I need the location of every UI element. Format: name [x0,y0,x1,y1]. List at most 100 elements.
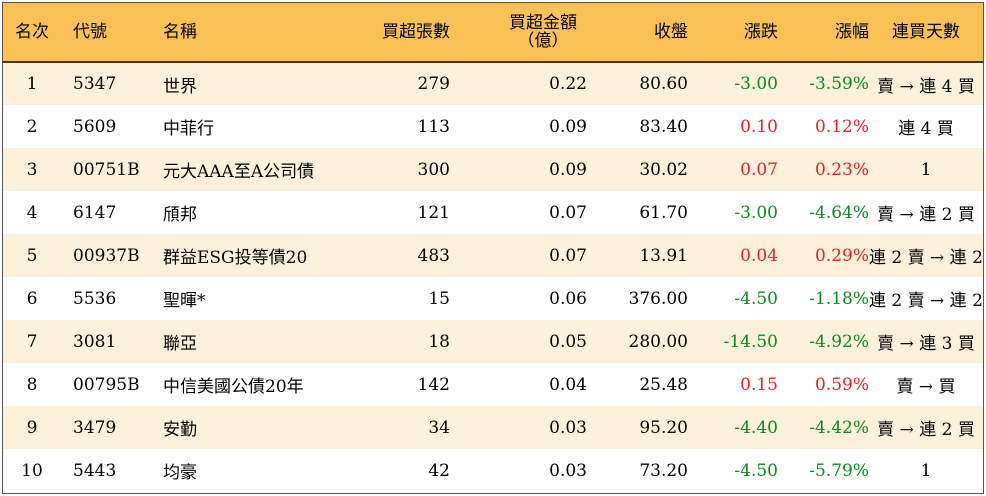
cell-close: 61.70 [639,202,688,223]
cell-streak: 賣 → 買 [896,377,956,397]
table-row[interactable]: 7 3081 聯亞 18 0.05 280.00 -14.50 -4.92% 賣 → 連 3 買 [3,320,983,363]
cell-close: 73.20 [639,460,688,481]
header-change: 漲跌 [688,3,778,63]
cell-rank: 9 [26,417,38,438]
cell-name: 頎邦 [163,205,197,225]
cell-buy-amount: 0.07 [549,202,587,223]
cell-change-pct: -5.79% [809,460,869,481]
cell-buy-lots: 300 [417,159,450,180]
cell-rank: 3 [26,159,38,180]
cell-rank: 10 [21,460,43,481]
cell-streak: 連 4 買 [898,119,954,139]
cell-change-pct: 0.23% [814,159,869,180]
cell-name: 元大AAA至A公司債 [163,162,315,182]
cell-rank: 1 [26,74,38,94]
cell-close: 95.20 [639,417,688,438]
cell-streak: 連 2 賣 → 連 2 買 [869,291,986,311]
cell-buy-amount: 0.09 [549,116,587,137]
cell-change: 0.10 [740,116,778,137]
cell-change-pct: -1.18% [809,288,869,309]
cell-change-pct: 0.12% [814,116,869,137]
cell-change-pct: -4.64% [809,202,869,223]
table-row[interactable]: 10 5443 均豪 42 0.03 73.20 -4.50 -5.79% 1 [3,449,983,492]
cell-code: 3081 [73,331,117,352]
cell-close: 80.60 [639,74,688,94]
header-change-pct: 漲幅 [778,3,869,63]
cell-change: -3.00 [734,202,778,223]
table-row[interactable]: 8 00795B 中信美國公債20年 142 0.04 25.48 0.15 0.59% 賣 →… [3,363,983,406]
cell-streak: 1 [920,159,932,180]
cell-change-pct: -4.42% [809,417,869,438]
cell-change: -4.50 [734,288,778,309]
table-header-row: 名次 代號 名稱 買超張數 買超金額 （億） 收盤 漲跌 漲幅 連買天數 [3,3,983,63]
cell-change: 0.15 [740,374,778,395]
cell-name: 聯亞 [163,334,197,354]
cell-code: 5609 [73,116,117,137]
cell-rank: 5 [26,245,38,266]
table-row[interactable]: 3 00751B 元大AAA至A公司債 300 0.09 30.02 0.07 0.23% 1 [3,148,983,191]
cell-change: -14.50 [723,331,778,352]
cell-change: -4.40 [734,417,778,438]
table-row[interactable]: 1 5347 世界 279 0.22 80.60 -3.00 -3.59% 賣 → 連 4 買 [3,62,983,105]
cell-change-pct: -3.59% [809,74,869,94]
table-row[interactable]: 9 3479 安勤 34 0.03 95.20 -4.40 -4.42% 賣 → 連 2 買 [3,406,983,449]
cell-name: 世界 [163,76,197,97]
cell-buy-lots: 142 [417,374,450,395]
cell-buy-lots: 121 [417,202,450,223]
cell-code: 00937B [73,245,140,266]
header-code: 代號 [61,3,155,63]
header-buy-amount-line1: 買超金額 [509,13,577,33]
cell-buy-lots: 42 [428,460,450,481]
cell-rank: 2 [26,116,38,137]
cell-code: 3479 [73,417,117,438]
table-row[interactable]: 5 00937B 群益ESG投等債20 483 0.07 13.91 0.04 0.29% 連 … [3,234,986,277]
header-rank: 名次 [3,3,61,63]
cell-close: 376.00 [628,288,688,309]
cell-change-pct: 0.29% [814,245,869,266]
table-row[interactable]: 4 6147 頎邦 121 0.07 61.70 -3.00 -4.64% 賣 → 連 2 買 [3,191,983,234]
table-row[interactable]: 6 5536 聖暉* 15 0.06 376.00 -4.50 -1.18% 連 2 賣 → 連… [3,277,986,320]
cell-rank: 4 [26,202,38,223]
cell-streak: 1 [920,460,932,481]
cell-change: 0.04 [740,245,778,266]
cell-name: 聖暉* [163,291,206,311]
cell-close: 83.40 [639,116,688,137]
table-row[interactable]: 2 5609 中菲行 113 0.09 83.40 0.10 0.12% 連 4 買 [3,105,983,148]
header-name: 名稱 [155,3,353,63]
cell-buy-amount: 0.05 [549,331,587,352]
cell-code: 5536 [73,288,117,309]
cell-buy-amount: 0.03 [549,417,587,438]
net-buy-ranking-table: 名次 代號 名稱 買超張數 買超金額 （億） 收盤 漲跌 漲幅 連買天數 1 53… [3,3,986,492]
cell-streak: 賣 → 連 3 買 [877,334,975,354]
cell-buy-lots: 483 [417,245,450,266]
cell-buy-lots: 34 [428,417,450,438]
cell-rank: 8 [26,374,38,395]
cell-buy-amount: 0.07 [549,245,587,266]
cell-close: 25.48 [639,374,688,395]
cell-code: 5347 [73,74,117,94]
cell-code: 00751B [73,159,140,180]
cell-streak: 賣 → 連 2 買 [877,205,975,225]
cell-buy-amount: 0.09 [549,159,587,180]
cell-name: 均豪 [163,463,197,483]
cell-buy-lots: 279 [417,74,450,94]
cell-close: 280.00 [628,331,688,352]
cell-change-pct: -4.92% [809,331,869,352]
cell-rank: 6 [26,288,38,309]
header-close: 收盤 [592,3,688,63]
cell-streak: 賣 → 連 4 買 [877,76,975,97]
cell-name: 中信美國公債20年 [163,377,304,397]
header-buy-lots: 買超張數 [353,3,454,63]
header-buy-amount: 買超金額 （億） [454,3,592,63]
cell-close: 13.91 [639,245,688,266]
cell-change-pct: 0.59% [814,374,869,395]
cell-change: -3.00 [734,74,778,94]
header-buy-amount-line2: （億） [517,31,569,51]
cell-change: 0.07 [740,159,778,180]
cell-code: 00795B [73,374,140,395]
cell-code: 6147 [73,202,117,223]
cell-close: 30.02 [639,159,688,180]
cell-streak: 連 2 賣 → 連 2 買 [869,248,986,268]
